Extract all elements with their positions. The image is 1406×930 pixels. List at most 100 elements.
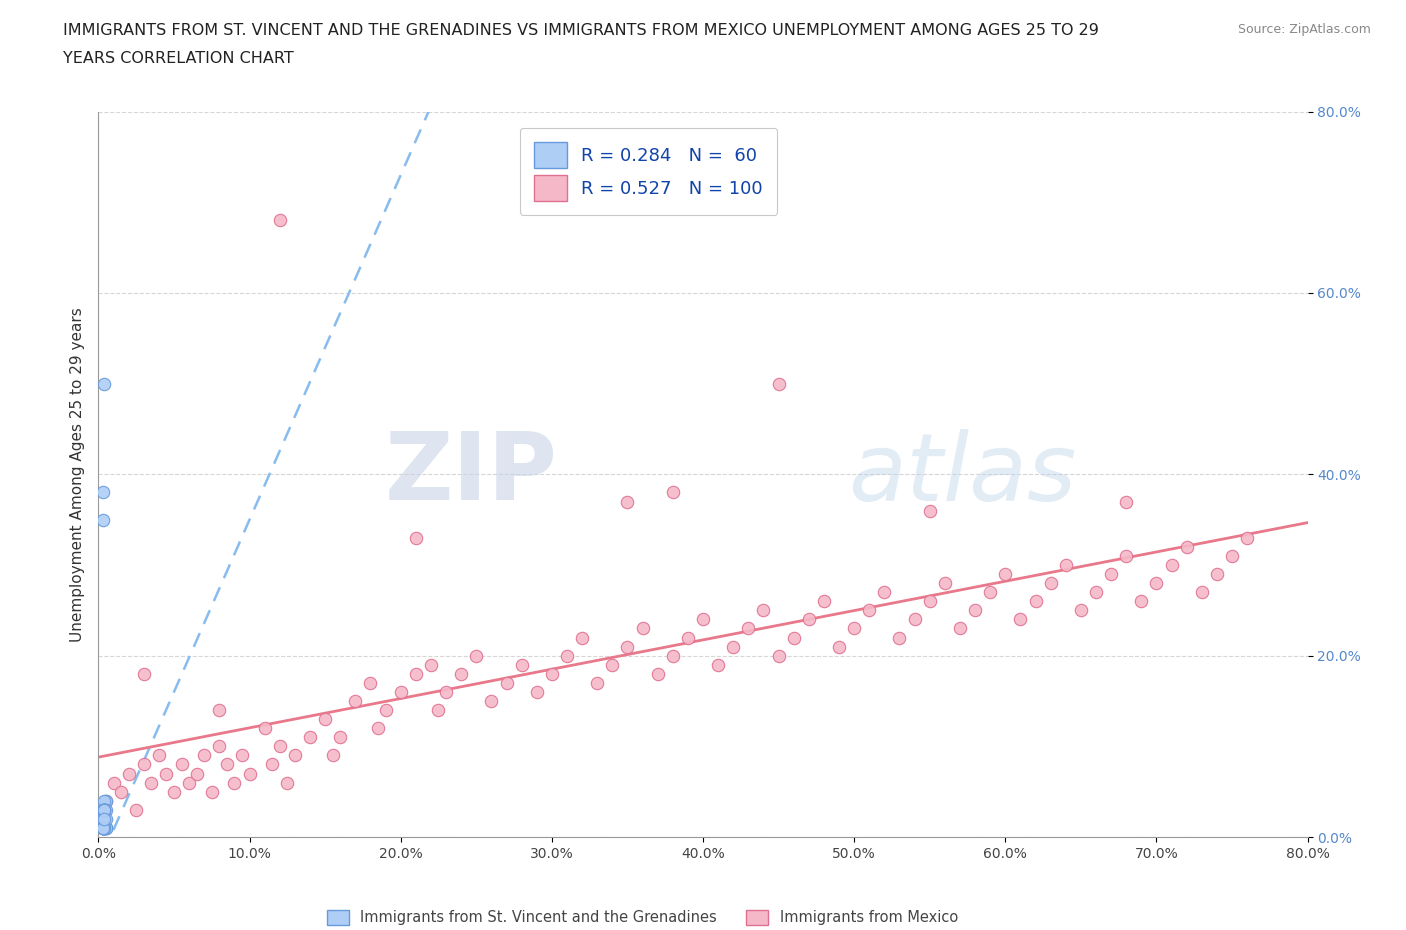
Point bbox=[540, 667, 562, 682]
Point bbox=[994, 566, 1017, 581]
Point bbox=[93, 377, 115, 392]
Point bbox=[979, 585, 1001, 600]
Point bbox=[91, 811, 114, 827]
Point bbox=[314, 711, 336, 726]
Point bbox=[93, 811, 115, 827]
Point bbox=[93, 803, 115, 817]
Point bbox=[208, 703, 231, 718]
Y-axis label: Unemployment Among Ages 25 to 29 years: Unemployment Among Ages 25 to 29 years bbox=[69, 307, 84, 642]
Point bbox=[93, 803, 115, 817]
Point bbox=[405, 667, 427, 682]
Point bbox=[91, 811, 114, 827]
Point bbox=[91, 820, 114, 835]
Point bbox=[91, 811, 114, 827]
Point bbox=[93, 803, 115, 817]
Point bbox=[434, 684, 457, 699]
Point bbox=[91, 811, 114, 827]
Point bbox=[253, 721, 276, 736]
Point bbox=[647, 667, 669, 682]
Point bbox=[208, 738, 231, 753]
Point bbox=[616, 494, 638, 509]
Point bbox=[616, 639, 638, 654]
Point bbox=[93, 811, 115, 827]
Point bbox=[510, 658, 533, 672]
Point bbox=[201, 784, 224, 799]
Point bbox=[93, 811, 115, 827]
Point bbox=[276, 776, 298, 790]
Point bbox=[91, 811, 114, 827]
Point bbox=[1024, 594, 1046, 609]
Point bbox=[904, 612, 927, 627]
Point bbox=[93, 820, 115, 835]
Point bbox=[94, 803, 117, 817]
Point bbox=[91, 811, 114, 827]
Point bbox=[322, 748, 344, 763]
Legend: Immigrants from St. Vincent and the Grenadines, Immigrants from Mexico: Immigrants from St. Vincent and the Gren… bbox=[319, 902, 966, 930]
Point bbox=[91, 803, 114, 817]
Point bbox=[91, 811, 114, 827]
Point bbox=[93, 803, 115, 817]
Point bbox=[262, 757, 284, 772]
Point bbox=[374, 703, 396, 718]
Point bbox=[965, 603, 987, 618]
Point bbox=[224, 776, 246, 790]
Point bbox=[193, 748, 215, 763]
Point bbox=[768, 648, 790, 663]
Point bbox=[389, 684, 412, 699]
Point bbox=[91, 485, 114, 500]
Point bbox=[405, 530, 427, 545]
Point bbox=[94, 811, 117, 827]
Point bbox=[723, 639, 745, 654]
Point bbox=[91, 811, 114, 827]
Point bbox=[1115, 549, 1137, 564]
Point bbox=[676, 631, 699, 645]
Text: ZIP: ZIP bbox=[385, 429, 558, 520]
Point bbox=[132, 667, 155, 682]
Point bbox=[91, 811, 114, 827]
Point bbox=[132, 757, 155, 772]
Point bbox=[91, 820, 114, 835]
Point bbox=[93, 811, 115, 827]
Point bbox=[93, 803, 115, 817]
Point bbox=[1115, 494, 1137, 509]
Text: atlas: atlas bbox=[848, 429, 1077, 520]
Point bbox=[170, 757, 193, 772]
Point bbox=[141, 776, 163, 790]
Point bbox=[1010, 612, 1032, 627]
Point bbox=[1220, 549, 1243, 564]
Point bbox=[1160, 558, 1182, 573]
Point bbox=[91, 820, 114, 835]
Point bbox=[155, 766, 177, 781]
Point bbox=[1130, 594, 1153, 609]
Point bbox=[1070, 603, 1092, 618]
Point bbox=[94, 793, 117, 808]
Point bbox=[934, 576, 956, 591]
Point bbox=[768, 377, 790, 392]
Point bbox=[239, 766, 262, 781]
Point bbox=[269, 213, 291, 228]
Point bbox=[269, 738, 291, 753]
Point bbox=[93, 803, 115, 817]
Point bbox=[367, 721, 389, 736]
Point bbox=[118, 766, 141, 781]
Point bbox=[91, 811, 114, 827]
Point bbox=[1191, 585, 1213, 600]
Point bbox=[148, 748, 170, 763]
Point bbox=[91, 811, 114, 827]
Point bbox=[450, 667, 472, 682]
Point bbox=[526, 684, 548, 699]
Point bbox=[918, 503, 941, 518]
Point bbox=[918, 594, 941, 609]
Point bbox=[797, 612, 820, 627]
Point bbox=[93, 820, 115, 835]
Point bbox=[91, 820, 114, 835]
Point bbox=[889, 631, 911, 645]
Point bbox=[481, 694, 503, 709]
Point bbox=[94, 820, 117, 835]
Point bbox=[828, 639, 851, 654]
Point bbox=[661, 485, 683, 500]
Point bbox=[91, 820, 114, 835]
Point bbox=[1099, 566, 1122, 581]
Point bbox=[91, 811, 114, 827]
Point bbox=[1206, 566, 1229, 581]
